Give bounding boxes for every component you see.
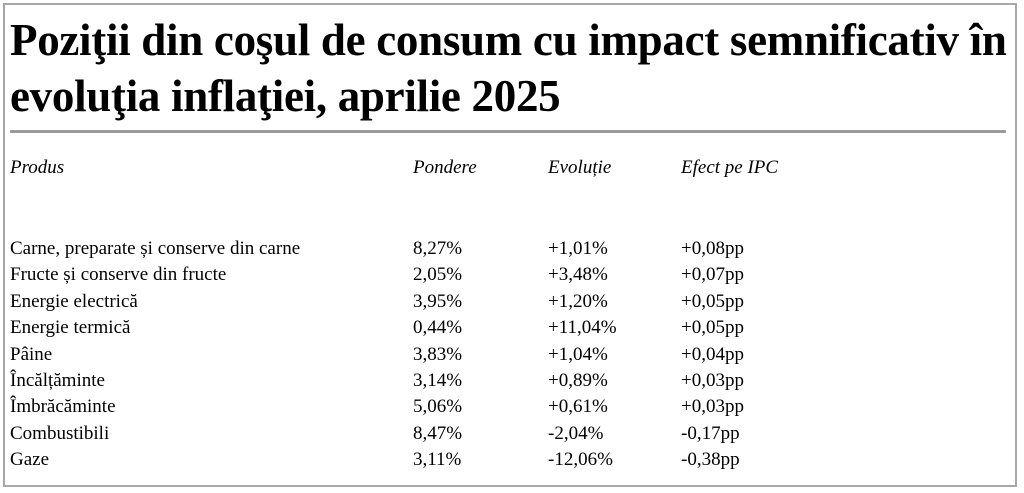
table-cell: Fructe și conserve din fructe	[10, 264, 227, 286]
table-cell: Energie termică	[10, 317, 131, 339]
title: Poziţii din coşul de consum cu impact se…	[10, 15, 1007, 121]
table-cell: +0,08pp	[681, 238, 744, 259]
table-cell: +0,89%	[548, 370, 608, 391]
table-cell: 8,47%	[413, 422, 463, 444]
table-cell: +0,03pp	[681, 396, 744, 418]
table-cell: 3,11%	[413, 449, 462, 471]
table-cell: +0,04pp	[681, 343, 744, 365]
table-cell: +1,20%	[548, 290, 608, 312]
table-cell: +1,04%	[548, 343, 608, 365]
table-cell: -0,38pp	[681, 449, 740, 471]
table-cell: Carne, preparate și conserve din carne	[10, 238, 301, 259]
table-cell: +1,01%	[548, 238, 608, 259]
table-cell: Gaze	[10, 449, 50, 471]
table-cell: -2,04%	[548, 422, 604, 444]
column-header: Evoluție	[548, 157, 612, 178]
table-cell: 3,83%	[413, 343, 463, 365]
table-cell: +0,05pp	[681, 317, 744, 339]
table-cell: -0,17pp	[681, 422, 740, 444]
table-cell: 3,14%	[413, 370, 463, 391]
table-cell: +11,04%	[548, 317, 617, 339]
column-header: Produs	[10, 157, 65, 178]
table-cell: 8,27%	[413, 238, 463, 259]
table-cell: Îmbrăcăminte	[10, 396, 116, 418]
table-cell: +0,05pp	[681, 290, 744, 312]
table-cell: Energie electrică	[10, 290, 138, 312]
title-rule	[10, 130, 1006, 133]
table-cell: +0,07pp	[681, 264, 744, 286]
table-cell: 0,44%	[413, 317, 463, 339]
column-header: Efect pe IPC	[681, 157, 779, 178]
table-cell: -12,06%	[548, 449, 613, 471]
table-cell: 2,05%	[413, 264, 463, 286]
table-cell: +0,61%	[548, 396, 608, 418]
table-cell: Pâine	[10, 343, 53, 365]
table-cell: 5,06%	[413, 396, 463, 418]
table-cell: 3,95%	[413, 290, 463, 312]
table-cell: Combustibili	[10, 422, 110, 444]
column-header: Pondere	[413, 157, 477, 178]
table-cell: +0,03pp	[681, 370, 744, 391]
table-cell: +3,48%	[548, 264, 608, 286]
frame	[3, 3, 1017, 487]
table-cell: Încălțăminte	[10, 370, 105, 391]
